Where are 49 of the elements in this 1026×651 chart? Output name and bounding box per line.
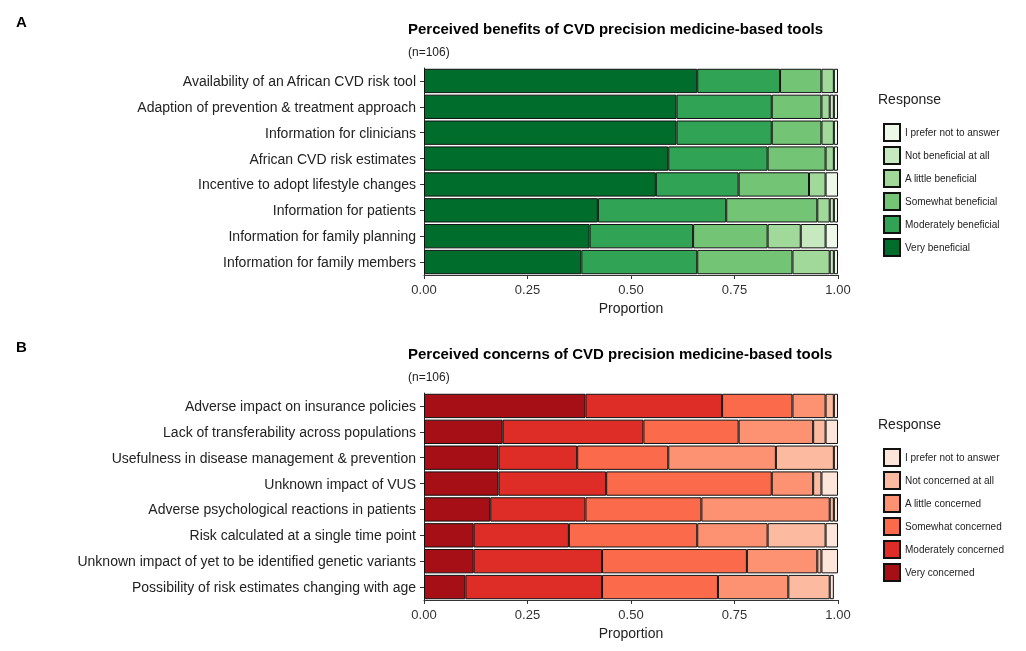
- bar: [833, 249, 838, 275]
- y-tick-label: Unknown impact of VUS: [264, 475, 416, 492]
- legend-label: Very beneficial: [905, 242, 971, 253]
- legend-label: I prefer not to answer: [905, 452, 1001, 463]
- y-tick-label: Adverse impact on insurance policies: [184, 397, 416, 414]
- x-tick-label: 0.75: [721, 282, 748, 297]
- chart-title: Perceived concerns of CVD precision medicine-based tools: [408, 345, 833, 362]
- y-tick-label: Availability of an African CVD risk tool: [182, 72, 416, 89]
- y-tick-label: Possibility of risk estimates changing with age: [131, 579, 417, 596]
- y-tick-label: African CVD risk estimates: [249, 150, 416, 167]
- x-tick-label: 1.00: [825, 607, 851, 622]
- x-tick-label: 0.25: [514, 607, 541, 622]
- legend-label: Somewhat beneficial: [905, 196, 998, 207]
- text: A: [16, 13, 27, 30]
- y-tick-label: Information for family planning: [228, 228, 416, 245]
- y-tick-label: Risk calculated at a single time point: [189, 527, 417, 544]
- x-tick-label: 0.00: [411, 607, 437, 622]
- y-tick-label: Information for clinicians: [265, 124, 416, 141]
- legend-label: Moderately beneficial: [905, 219, 1000, 230]
- y-tick-label: Adaption of prevention & treatment approach: [137, 98, 416, 115]
- text: B: [16, 338, 27, 355]
- y-tick-label: Unknown impact of yet to be identified genetic variants: [77, 553, 416, 570]
- x-tick-label: 0.25: [514, 282, 541, 297]
- chart-title: Perceived benefits of CVD precision medicine-based tools: [408, 20, 824, 37]
- legend-title: Response: [878, 416, 942, 432]
- legend-label: A little concerned: [905, 498, 982, 509]
- y-tick-label: Usefulness in disease management & prevention: [111, 449, 416, 466]
- x-tick-label: 0.00: [411, 282, 437, 297]
- legend-title: Response: [878, 91, 942, 107]
- legend-label: I prefer not to answer: [905, 127, 1001, 138]
- x-tick-label: 0.75: [721, 607, 748, 622]
- chart-subtitle: (n=106): [408, 45, 450, 59]
- y-tick-label: Adverse psychological reactions in patients: [148, 501, 416, 518]
- x-axis-title: Proportion: [598, 299, 664, 316]
- chart-subtitle: (n=106): [408, 370, 450, 384]
- x-tick-label: 0.50: [618, 607, 644, 622]
- y-tick-label: Information for family members: [223, 254, 416, 271]
- legend-label: Somewhat concerned: [905, 521, 1002, 532]
- y-tick-label: Lack of transferability across populations: [163, 423, 416, 440]
- legend-label: Moderately concerned: [905, 544, 1004, 555]
- x-tick-label: 1.00: [825, 282, 851, 297]
- y-tick-label: Information for patients: [272, 202, 416, 219]
- legend-label: Not beneficial at all: [905, 150, 990, 161]
- x-tick-label: 0.50: [618, 282, 644, 297]
- x-axis-title: Proportion: [598, 624, 664, 641]
- legend-label: A little beneficial: [905, 173, 977, 184]
- legend-label: Very concerned: [905, 567, 975, 578]
- legend-label: Not concerned at all: [905, 475, 994, 486]
- y-tick-label: Incentive to adopt lifestyle changes: [198, 176, 416, 193]
